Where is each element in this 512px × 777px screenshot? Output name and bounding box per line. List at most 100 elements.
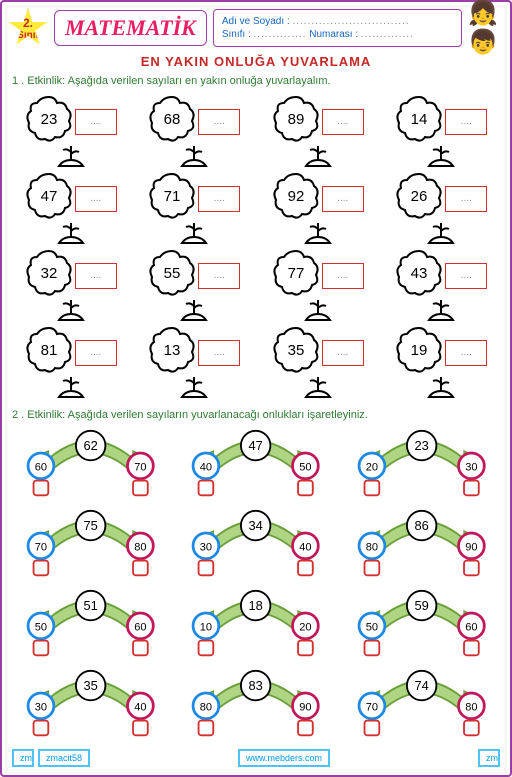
answer-box[interactable]: .... — [75, 340, 117, 366]
page-title: EN YAKIN ONLUĞA YUVARLAMA — [8, 54, 504, 69]
right-checkbox[interactable] — [464, 721, 479, 736]
left-checkbox[interactable] — [199, 721, 214, 736]
answer-box[interactable]: .... — [198, 186, 240, 212]
right-checkbox[interactable] — [133, 481, 148, 496]
student-info: Adı ve Soyadı : ........................… — [213, 9, 462, 47]
answer-box[interactable]: .... — [445, 186, 487, 212]
answer-box[interactable]: .... — [322, 340, 364, 366]
center-number: 18 — [249, 598, 263, 613]
right-checkbox[interactable] — [133, 641, 148, 656]
grade-badge: 2. Sınıf — [8, 8, 48, 48]
right-number: 90 — [300, 701, 312, 713]
answer-box[interactable]: .... — [445, 340, 487, 366]
footer-sig2: zm — [478, 749, 500, 767]
answer-box[interactable]: .... — [445, 109, 487, 135]
answer-box[interactable]: .... — [198, 340, 240, 366]
tree-number: 35 — [272, 326, 320, 379]
tree-number: 47 — [25, 172, 73, 225]
left-checkbox[interactable] — [199, 561, 214, 576]
answer-box[interactable]: .... — [322, 263, 364, 289]
svg-text:81: 81 — [40, 342, 57, 359]
tree-item: 32.... — [10, 249, 132, 322]
tree-item: 77.... — [257, 249, 379, 322]
answer-box[interactable]: .... — [198, 263, 240, 289]
center-number: 86 — [414, 518, 428, 533]
activity1-grid: 23....68....89....14....47....71....92..… — [8, 95, 504, 399]
center-number: 74 — [414, 678, 428, 693]
right-checkbox[interactable] — [298, 481, 313, 496]
left-checkbox[interactable] — [34, 561, 49, 576]
name-label: Adı ve Soyadı : — [222, 16, 290, 27]
left-checkbox[interactable] — [364, 641, 379, 656]
svg-text:23: 23 — [40, 111, 57, 128]
footer: zm zmacit58 www.mebders.com zm — [8, 747, 504, 769]
svg-text:55: 55 — [164, 265, 181, 282]
tree-trunk-icon — [300, 223, 336, 245]
right-number: 90 — [465, 541, 477, 553]
right-checkbox[interactable] — [133, 721, 148, 736]
name-blank[interactable]: ............................... — [292, 16, 409, 27]
svg-text:92: 92 — [287, 188, 304, 205]
right-checkbox[interactable] — [298, 641, 313, 656]
answer-box[interactable]: .... — [198, 109, 240, 135]
left-number: 50 — [365, 621, 377, 633]
answer-box[interactable]: .... — [75, 109, 117, 135]
class-label: Sınıfı : — [222, 29, 251, 40]
tree-item: 92.... — [257, 172, 379, 245]
left-number: 40 — [200, 461, 212, 473]
left-checkbox[interactable] — [199, 481, 214, 496]
left-checkbox[interactable] — [364, 561, 379, 576]
left-number: 30 — [35, 701, 47, 713]
right-checkbox[interactable] — [298, 721, 313, 736]
center-number: 51 — [84, 598, 98, 613]
tree-trunk-icon — [176, 377, 212, 399]
activity2-instruction: 2 . Etkinlik: Aşağıda verilen sayıların … — [12, 409, 500, 421]
left-checkbox[interactable] — [364, 721, 379, 736]
tree-trunk-icon — [53, 223, 89, 245]
right-number: 30 — [465, 461, 477, 473]
right-checkbox[interactable] — [464, 481, 479, 496]
right-checkbox[interactable] — [298, 561, 313, 576]
center-number: 75 — [84, 518, 98, 533]
arch-item: 23 20 30 — [341, 429, 502, 499]
svg-text:26: 26 — [411, 188, 428, 205]
tree-item: 35.... — [257, 326, 379, 399]
center-number: 35 — [84, 678, 98, 693]
left-number: 30 — [200, 541, 212, 553]
tree-number: 55 — [148, 249, 196, 302]
tree-number: 14 — [395, 95, 443, 148]
svg-text:68: 68 — [164, 111, 181, 128]
tree-item: 19.... — [381, 326, 503, 399]
left-checkbox[interactable] — [34, 721, 49, 736]
right-number: 80 — [465, 701, 477, 713]
svg-text:19: 19 — [411, 342, 428, 359]
center-number: 59 — [414, 598, 428, 613]
right-checkbox[interactable] — [133, 561, 148, 576]
left-number: 70 — [365, 701, 377, 713]
svg-text:71: 71 — [164, 188, 181, 205]
answer-box[interactable]: .... — [322, 109, 364, 135]
tree-trunk-icon — [176, 223, 212, 245]
left-checkbox[interactable] — [199, 641, 214, 656]
answer-box[interactable]: .... — [75, 186, 117, 212]
left-checkbox[interactable] — [34, 641, 49, 656]
right-number: 70 — [134, 461, 146, 473]
left-checkbox[interactable] — [34, 481, 49, 496]
arch-item: 18 10 20 — [175, 589, 336, 659]
answer-box[interactable]: .... — [445, 263, 487, 289]
tree-item: 14.... — [381, 95, 503, 168]
answer-box[interactable]: .... — [75, 263, 117, 289]
footer-author: zmacit58 — [38, 749, 90, 767]
right-checkbox[interactable] — [464, 561, 479, 576]
tree-number: 89 — [272, 95, 320, 148]
right-checkbox[interactable] — [464, 641, 479, 656]
tree-item: 68.... — [134, 95, 256, 168]
center-number: 83 — [249, 678, 263, 693]
tree-trunk-icon — [300, 146, 336, 168]
center-number: 62 — [84, 438, 98, 453]
left-number: 80 — [365, 541, 377, 553]
tree-number: 13 — [148, 326, 196, 379]
left-checkbox[interactable] — [364, 481, 379, 496]
answer-box[interactable]: .... — [322, 186, 364, 212]
subject-title: MATEMATİK — [54, 10, 207, 46]
